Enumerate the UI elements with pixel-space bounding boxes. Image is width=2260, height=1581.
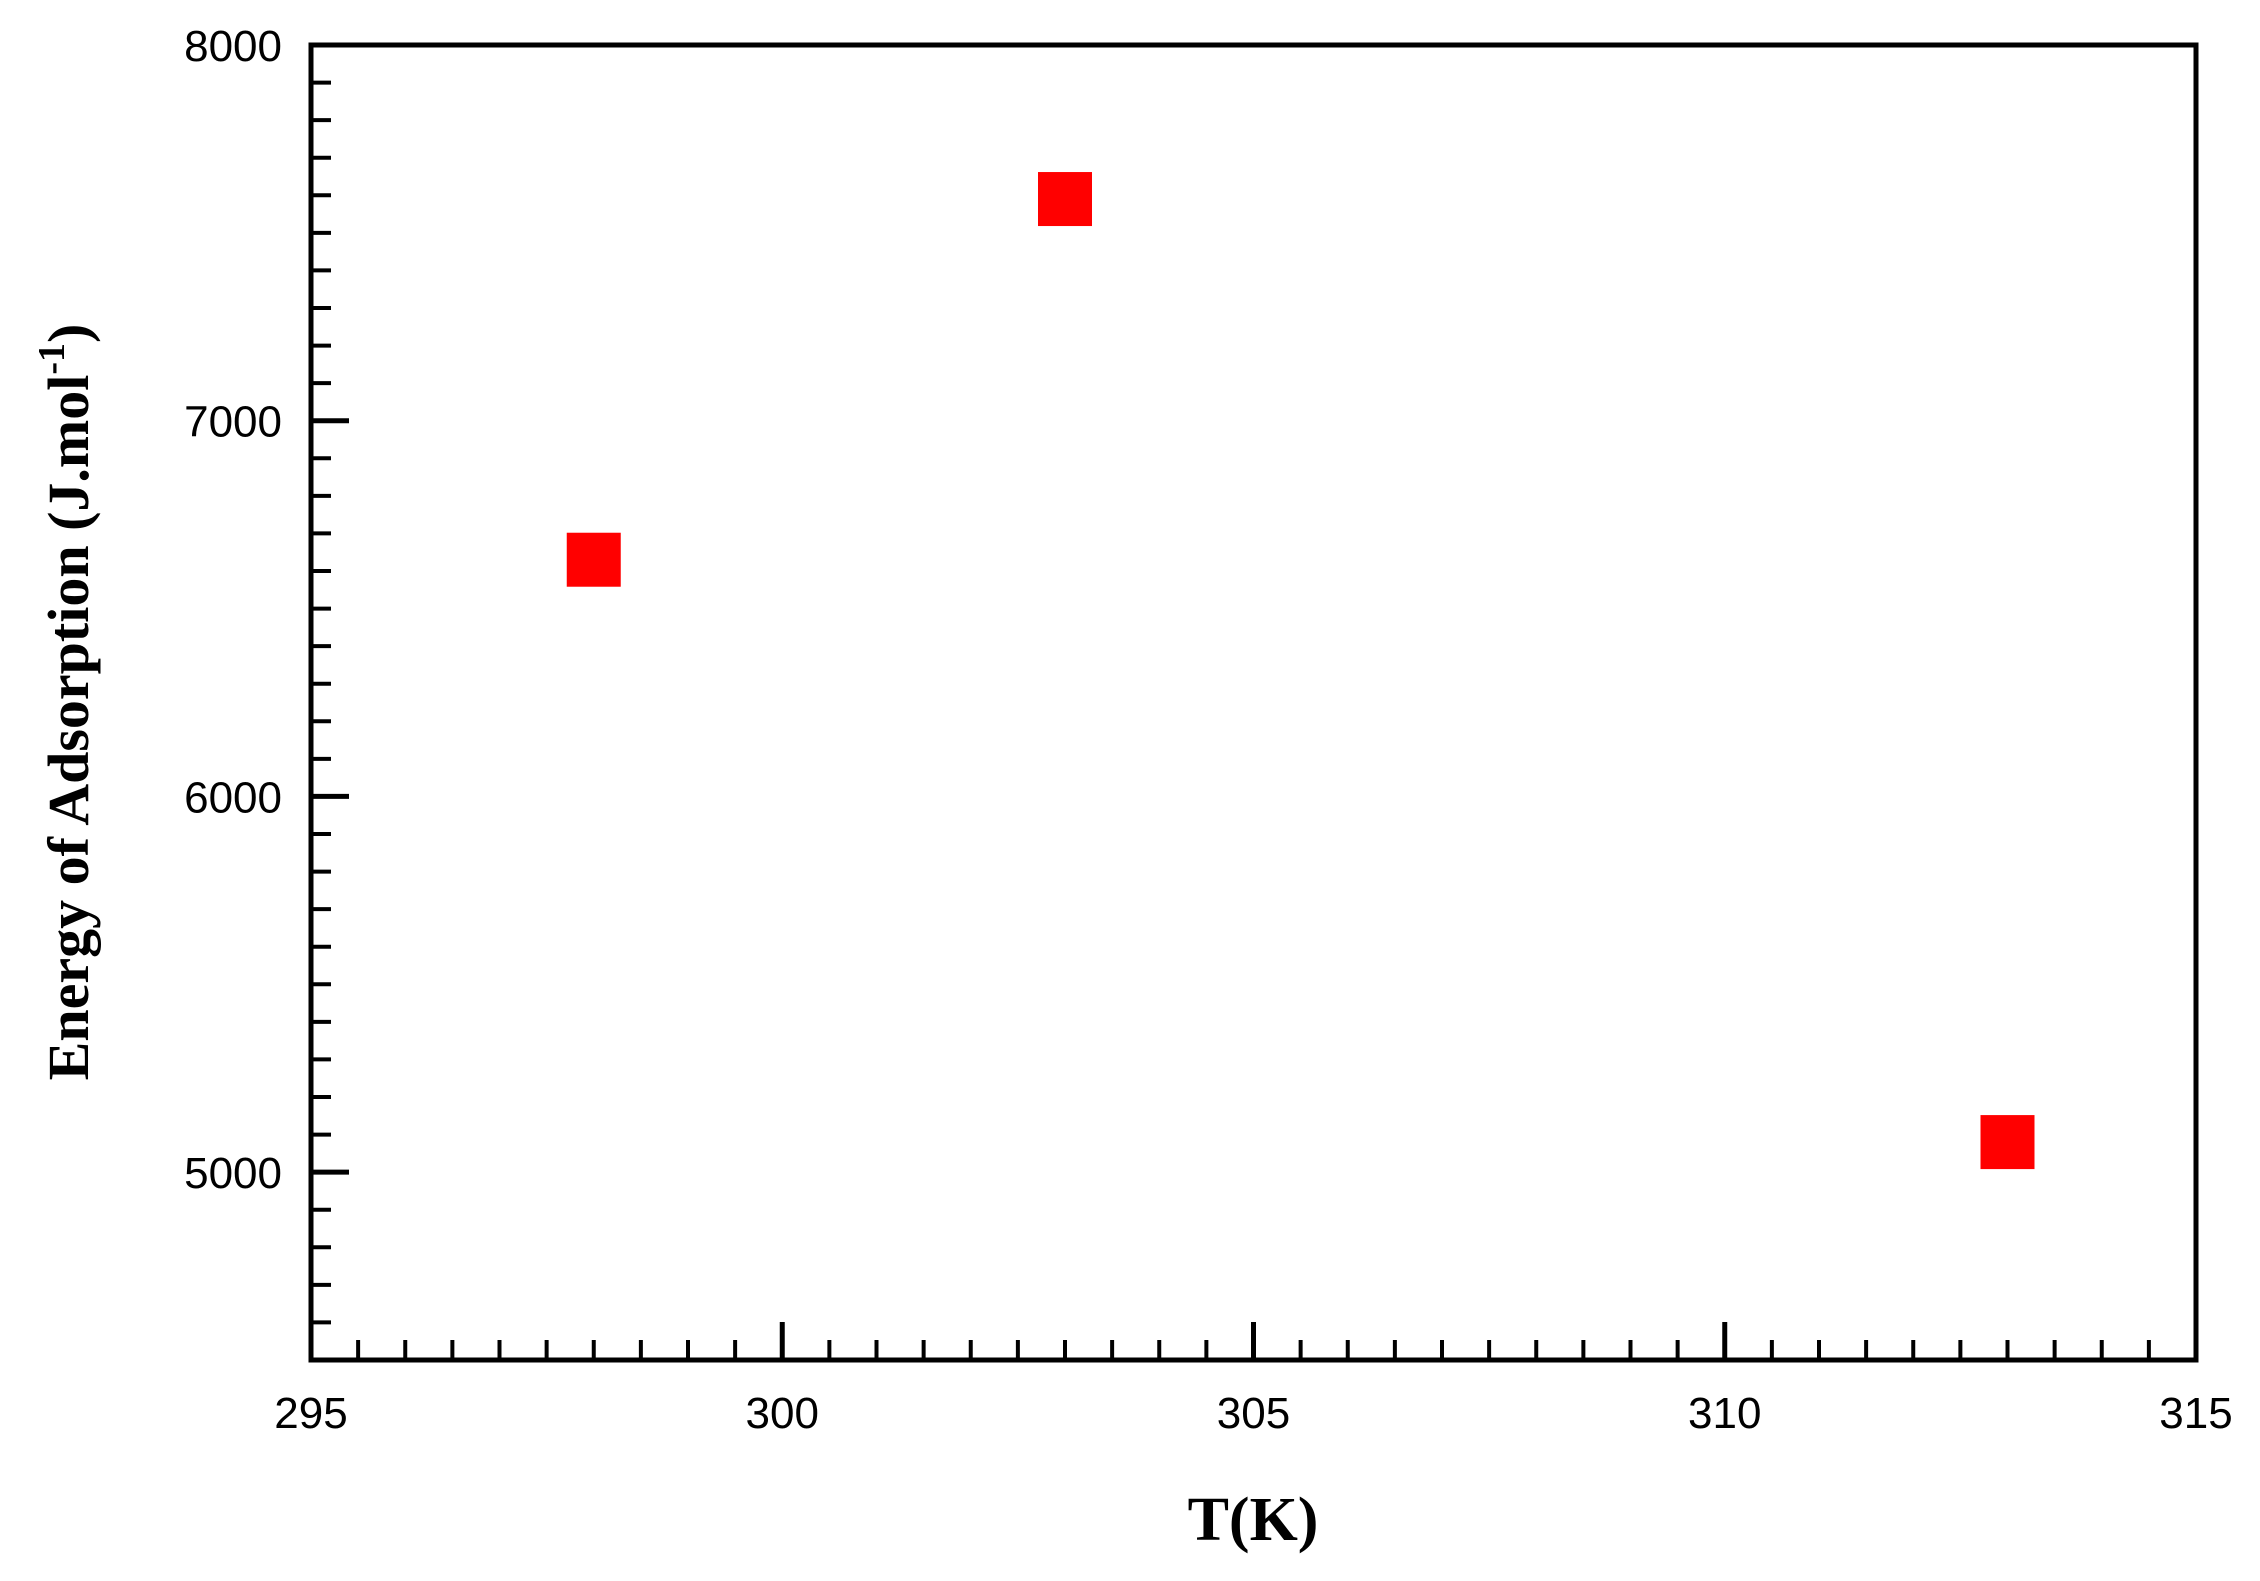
data-point xyxy=(566,532,621,587)
y-axis-title-suffix: ) xyxy=(36,324,101,343)
x-tick-label: 295 xyxy=(274,1389,347,1438)
data-points xyxy=(566,172,2035,1170)
y-axis-title-main: Energy of Adsorption (J.mol xyxy=(36,375,101,1081)
x-tick-label: 300 xyxy=(746,1389,819,1438)
x-tick-label: 315 xyxy=(2159,1389,2232,1438)
x-tick-label: 310 xyxy=(1688,1389,1761,1438)
x-axis-title: T(K) xyxy=(1188,1486,1319,1554)
y-tick-labels: 5000 6000 7000 8000 xyxy=(184,22,282,1198)
major-ticks xyxy=(308,42,2199,1360)
plot-frame xyxy=(308,42,2199,1363)
y-tick-label: 7000 xyxy=(184,398,282,447)
y-tick-label: 6000 xyxy=(184,773,282,822)
y-axis-title-superscript: -1 xyxy=(31,343,73,375)
y-axis-title: Energy of Adsorption (J.mol-1) xyxy=(31,324,101,1081)
data-point xyxy=(1038,172,1092,227)
y-tick-label: 5000 xyxy=(184,1149,282,1198)
data-point xyxy=(1980,1115,2035,1170)
x-tick-labels: 295 300 305 310 315 xyxy=(274,1389,2232,1438)
y-tick-label: 8000 xyxy=(184,22,282,71)
x-tick-label: 305 xyxy=(1217,1389,1290,1438)
minor-ticks xyxy=(311,80,2151,1360)
